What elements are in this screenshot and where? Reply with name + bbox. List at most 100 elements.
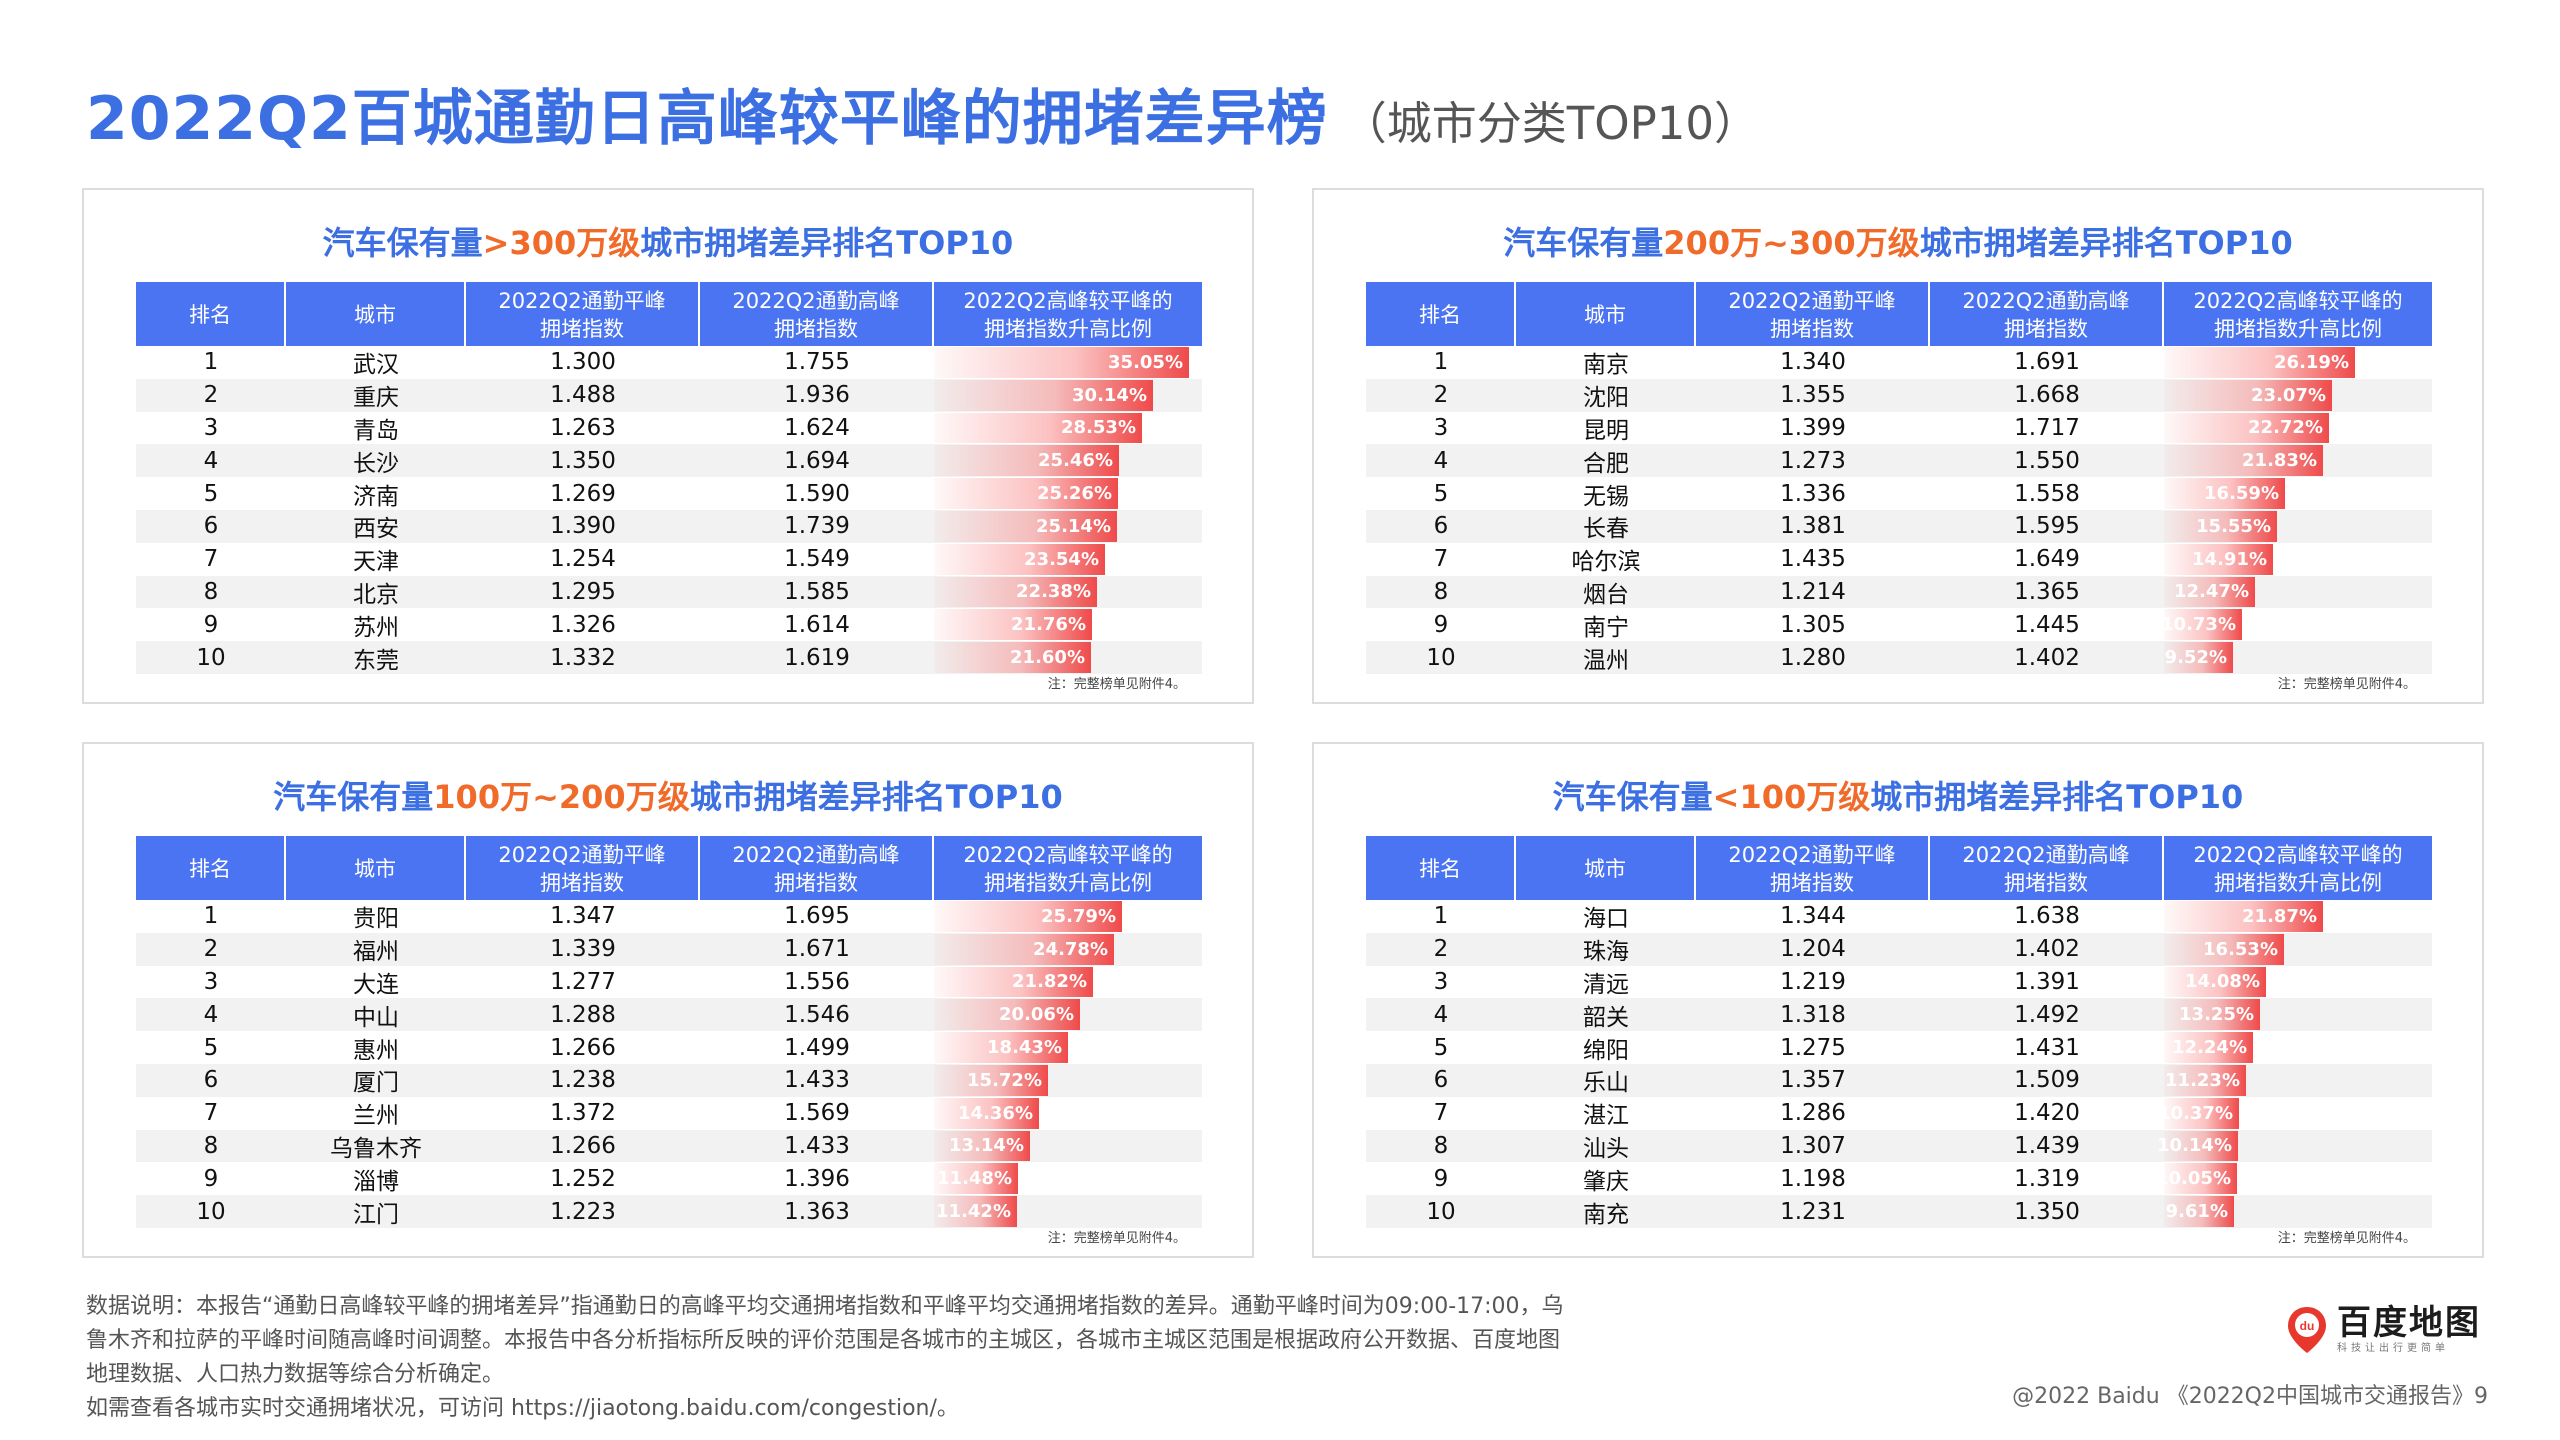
header-ratio-line: 2022Q2高峰较平峰的 [2193, 289, 2403, 313]
header-offpeak: 2022Q2通勤平峰 拥堵指数 [466, 282, 700, 346]
cell-offpeak-index: 1.435 [1780, 546, 1846, 573]
cell-ratio: 25.14% [934, 510, 1202, 543]
cell-offpeak-index: 1.355 [1780, 382, 1846, 409]
cell-ratio: 11.48% [934, 1162, 1202, 1195]
header-rank-text: 排名 [1419, 855, 1461, 883]
header-peak-line: 拥堵指数 [2004, 871, 2088, 895]
cell-peak-index: 1.590 [784, 480, 850, 507]
cell-peak-index: 1.649 [2014, 546, 2080, 573]
header-peak-line: 2022Q2通勤高峰 [732, 843, 900, 867]
ratio-label: 25.26% [1037, 483, 1112, 505]
cell-ratio: 25.26% [934, 477, 1202, 510]
header-offpeak-line: 2022Q2通勤平峰 [1728, 289, 1896, 313]
cell-city: 昆明 [1583, 418, 1629, 444]
panel-under-100w: 汽车保有量<100万级城市拥堵差异排名TOP10 排名 城市 2022Q2通勤平峰 拥堵… [1312, 742, 2484, 1258]
table-row: 4 中山 1.288 1.546 20.06% [136, 998, 1202, 1032]
cell-ratio: 10.14% [2157, 1130, 2432, 1163]
cell-rank: 2 [1433, 382, 1449, 409]
ranking-table: 排名 城市 2022Q2通勤平峰 拥堵指数 2022Q2通勤高峰 拥堵指数 2022Q2高峰… [1366, 836, 2432, 1228]
cell-ratio: 25.46% [934, 444, 1202, 477]
copyright: @2022 Baidu 《2022Q2中国城市交通报告》9 [2012, 1384, 2488, 1409]
cell-ratio: 26.19% [2164, 346, 2432, 379]
header-peak: 2022Q2通勤高峰 拥堵指数 [1930, 282, 2164, 346]
table-row: 9 南宁 1.305 1.445 10.73% [1366, 608, 2432, 641]
cell-peak-index: 1.556 [784, 968, 850, 995]
ratio-bar: 35.05% [934, 347, 1189, 378]
table-body: 1 贵阳 1.347 1.695 25.79% 2 福州 1.339 1.671 24.78% 3 大… [136, 900, 1202, 1228]
cell-rank: 8 [1433, 1132, 1449, 1159]
ratio-bar: 18.43% [934, 1032, 1068, 1063]
cell-city: 乌鲁木齐 [330, 1135, 422, 1162]
map-pin-icon: du [2285, 1305, 2329, 1355]
ratio-bar: 16.53% [2164, 933, 2284, 965]
ratio-label: 25.79% [1041, 905, 1116, 927]
cell-offpeak-index: 1.339 [550, 936, 616, 963]
cell-offpeak-index: 1.198 [1780, 1165, 1846, 1192]
ratio-label: 10.05% [2156, 1168, 2231, 1190]
cell-city: 湛江 [1583, 1103, 1629, 1130]
ratio-label: 30.14% [1072, 384, 1147, 406]
cell-rank: 3 [203, 968, 219, 995]
cell-ratio: 22.38% [934, 576, 1202, 609]
cell-rank: 8 [1433, 578, 1449, 605]
table-row: 7 湛江 1.286 1.420 10.37% [1366, 1097, 2432, 1130]
cell-peak-index: 1.549 [784, 546, 850, 573]
data-description-line: 数据说明：本报告“通勤日高峰较平峰的拥堵差异”指通勤日的高峰平均交通拥堵指数和平… [86, 1294, 1564, 1319]
cell-offpeak-index: 1.326 [550, 611, 616, 638]
table-row: 3 清远 1.219 1.391 14.08% [1366, 966, 2432, 999]
cell-offpeak-index: 1.273 [1780, 447, 1846, 474]
cell-peak-index: 1.433 [784, 1132, 850, 1159]
cell-rank: 10 [196, 644, 226, 671]
header-city-line: 城市 [1584, 857, 1626, 881]
ratio-label: 20.06% [999, 1004, 1074, 1026]
cell-city: 韶关 [1583, 1004, 1629, 1031]
ratio-bar: 23.07% [2164, 379, 2332, 411]
header-peak-text: 2022Q2通勤高峰 拥堵指数 [732, 287, 899, 343]
header-peak-line: 拥堵指数 [2004, 317, 2088, 341]
logo-pin-text: du [2300, 1319, 2315, 1333]
cell-city: 大连 [353, 972, 399, 998]
cell-rank: 4 [1433, 447, 1449, 474]
ratio-bar: 10.14% [2157, 1130, 2238, 1162]
header-rank-line: 排名 [1419, 303, 1461, 327]
ratio-bar: 21.87% [2164, 901, 2323, 932]
cell-ratio: 9.52% [2164, 641, 2432, 674]
ratio-bar: 10.05% [2156, 1163, 2237, 1195]
cell-ratio: 23.07% [2164, 379, 2432, 412]
cell-ratio: 15.55% [2164, 510, 2432, 543]
table-header: 排名 城市 2022Q2通勤平峰 拥堵指数 2022Q2通勤高峰 拥堵指数 2022Q2高峰… [1366, 836, 2432, 900]
cell-peak-index: 1.439 [2014, 1132, 2080, 1159]
cell-peak-index: 1.614 [784, 611, 850, 638]
ratio-bar: 22.38% [934, 576, 1097, 608]
table-row: 7 兰州 1.372 1.569 14.36% [136, 1097, 1202, 1130]
cell-city: 汕头 [1583, 1135, 1629, 1162]
panel-title-suffix: 城市拥堵差异排名TOP10 [1870, 778, 2244, 816]
cell-rank: 6 [1433, 1067, 1449, 1094]
ratio-bar: 11.23% [2164, 1064, 2246, 1096]
cell-city: 合肥 [1583, 450, 1629, 477]
cell-rank: 6 [203, 513, 219, 540]
cell-city: 东莞 [353, 647, 399, 674]
cell-offpeak-index: 1.204 [1780, 936, 1846, 963]
table-row: 5 绵阳 1.275 1.431 12.24% [1366, 1031, 2432, 1064]
ratio-label: 25.46% [1038, 450, 1113, 472]
header-rank-text: 排名 [189, 855, 231, 883]
panel-title-suffix: 城市拥堵差异排名TOP10 [640, 224, 1014, 262]
ratio-label: 13.25% [2179, 1004, 2254, 1026]
header-city-line: 城市 [1584, 303, 1626, 327]
cell-rank: 2 [203, 382, 219, 409]
cell-peak-index: 1.363 [784, 1198, 850, 1225]
cell-offpeak-index: 1.300 [550, 349, 616, 376]
header-rank-line: 排名 [1419, 857, 1461, 881]
cell-peak-index: 1.546 [784, 1001, 850, 1028]
header-offpeak-text: 2022Q2通勤平峰 拥堵指数 [1728, 841, 1895, 897]
cell-ratio: 13.25% [2164, 998, 2432, 1031]
cell-offpeak-index: 1.307 [1780, 1132, 1846, 1159]
ratio-label: 11.23% [2165, 1069, 2240, 1091]
cell-city: 惠州 [353, 1037, 399, 1064]
cell-peak-index: 1.499 [784, 1034, 850, 1061]
header-offpeak: 2022Q2通勤平峰 拥堵指数 [1696, 282, 1930, 346]
cell-ratio: 21.82% [934, 966, 1202, 999]
ratio-bar: 15.72% [934, 1064, 1048, 1096]
cell-rank: 1 [1433, 903, 1449, 930]
